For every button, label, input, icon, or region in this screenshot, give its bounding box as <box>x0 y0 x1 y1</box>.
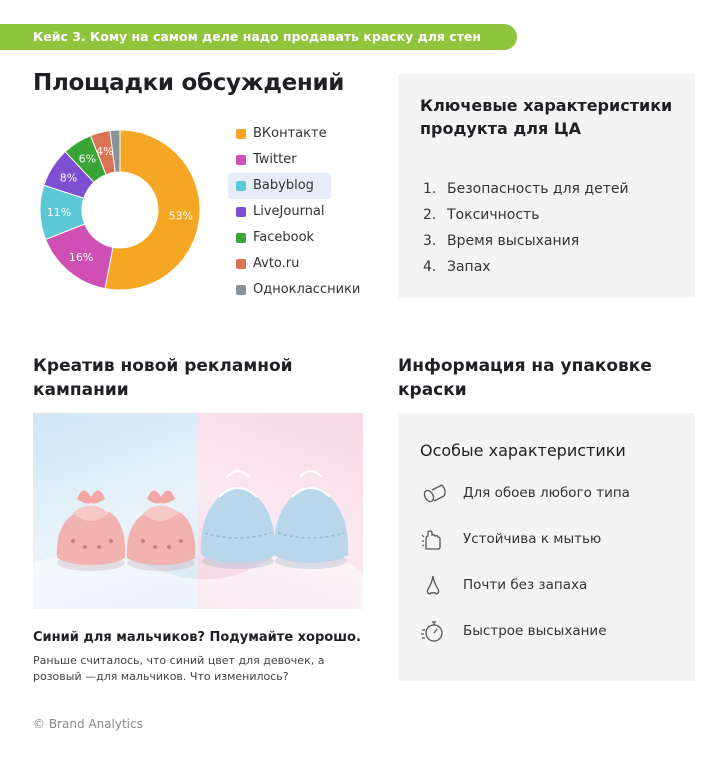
pink-shoe <box>56 490 126 571</box>
legend-swatch <box>236 155 246 165</box>
legend-item: Avto.ru <box>228 251 338 277</box>
slice-value-label: 53% <box>169 210 193 223</box>
legend-item: Babyblog <box>228 173 331 199</box>
slice-value-label: 4% <box>96 145 113 158</box>
packaging-subtitle: Особые характеристики <box>420 441 626 460</box>
nose-icon <box>426 575 440 595</box>
washing-hand-icon <box>421 530 441 550</box>
blue-shoe <box>273 470 349 569</box>
legend-label: Twitter <box>253 152 297 167</box>
pink-shoe <box>126 490 196 571</box>
legend-label: ВКонтакте <box>253 126 327 141</box>
donut-chart-title: Площадки обсуждений <box>33 70 345 96</box>
legend-item: Twitter <box>228 147 338 173</box>
legend-swatch <box>236 207 246 217</box>
key-characteristics-title: Ключевые характеристики продукта для ЦА <box>420 96 673 138</box>
footer-copyright: © Brand Analytics <box>33 717 143 731</box>
legend-label: Avto.ru <box>253 256 300 271</box>
legend-item: Facebook <box>228 225 338 251</box>
feature-item: Быстрое высыхание <box>420 619 680 645</box>
key-characteristics-list: 1. Безопасность для детей 2. Токсичность 3… <box>423 176 629 280</box>
list-item: 2. Токсичность <box>423 207 540 223</box>
slice-value-label: 16% <box>69 251 93 264</box>
donut-slice-0 <box>104 130 200 290</box>
legend-swatch <box>236 259 246 269</box>
stopwatch-icon <box>421 621 443 642</box>
legend-swatch <box>236 129 246 139</box>
legend-item: Одноклассники <box>228 277 360 303</box>
donut-slice-6 <box>109 130 121 173</box>
slice-value-label: 6% <box>79 152 96 165</box>
legend-label: Babyblog <box>253 178 314 193</box>
key-characteristics-panel: Ключевые характеристики продукта для ЦА … <box>398 74 695 298</box>
legend-label: LiveJournal <box>253 204 325 219</box>
feature-item: Почти без запаха <box>420 573 680 599</box>
legend-label: Одноклассники <box>253 282 361 297</box>
feature-item: Для обоев любого типа <box>420 481 680 507</box>
list-item: 1. Безопасность для детей <box>423 181 629 197</box>
legend-item: LiveJournal <box>228 199 338 225</box>
slice-value-label: 8% <box>60 171 77 184</box>
case-banner: Кейс 3. Кому на самом деле надо продават… <box>0 24 517 50</box>
legend-swatch <box>236 233 246 243</box>
donut-chart: 53% 16% 11% 8%6%4% <box>40 130 200 290</box>
legend-swatch <box>236 285 246 295</box>
creative-caption-text: Раньше считалось, что синий цвет для дев… <box>33 654 325 683</box>
slice-value-label: 11% <box>47 206 71 219</box>
list-item: 3. Время высыхания <box>423 233 580 249</box>
legend-label: Facebook <box>253 230 315 245</box>
packaging-panel: Особые характеристики Для обоев любого т… <box>398 413 695 681</box>
baby-shoes-photo <box>33 413 363 609</box>
feature-item: Устойчива к мытью <box>420 527 680 553</box>
legend-item: ВКонтакте <box>228 121 338 147</box>
list-item: 4. Запах <box>423 259 491 275</box>
creative-caption-title: Синий для мальчиков? Подумайте хорошо. <box>33 630 361 645</box>
legend-swatch <box>236 181 246 191</box>
packaging-title: Информация на упаковке краски <box>398 356 652 400</box>
blue-shoe <box>200 470 276 569</box>
creative-title: Креатив новой рекламной кампании <box>33 356 293 400</box>
chart-legend: ВКонтакте Twitter Babyblog LiveJournal Faceb… <box>228 121 360 303</box>
wallpaper-roll-icon <box>423 484 446 503</box>
